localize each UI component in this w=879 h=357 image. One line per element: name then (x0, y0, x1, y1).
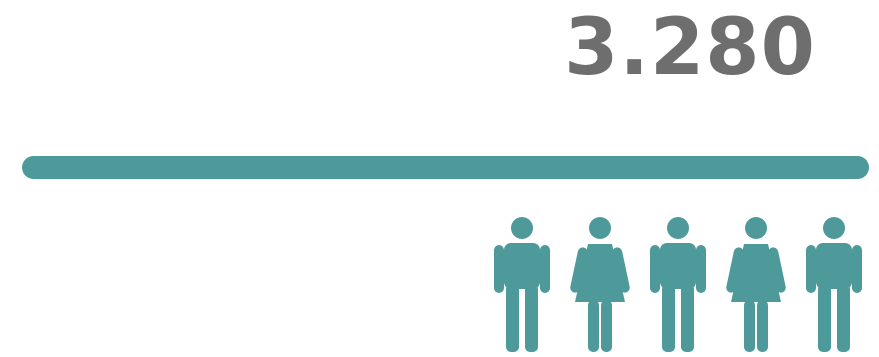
divider-bar (22, 156, 869, 179)
people-icon-row (490, 214, 870, 354)
male-person-icon (646, 214, 710, 354)
male-person-icon (802, 214, 866, 354)
female-person-icon (568, 214, 632, 354)
female-person-icon (724, 214, 788, 354)
stat-value: 3.280 (564, 3, 816, 93)
male-person-icon (490, 214, 554, 354)
